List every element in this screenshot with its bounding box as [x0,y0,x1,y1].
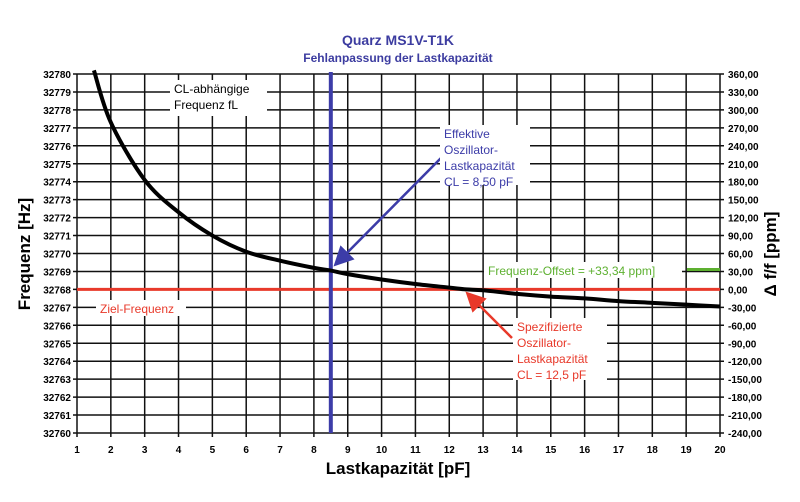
y-tick-label: 32775 [43,160,71,171]
y-tick-label: 32780 [43,70,71,81]
x-tick-label: 14 [511,445,523,456]
y-tick-label: 32773 [43,196,71,207]
x-tick-label: 12 [444,445,456,456]
x-tick-label: 17 [613,445,625,456]
x-tick-label: 3 [142,445,148,456]
x-tick-label: 20 [714,445,726,456]
y-tick-label: 32762 [43,393,71,404]
y2-tick-label: -180,00 [728,393,762,404]
y2-tick-label: -90,00 [728,339,757,350]
effective-cl-label-text: Effektive [444,127,490,141]
x-tick-label: 2 [108,445,114,456]
y2-tick-label: -30,00 [728,303,757,314]
specified-cl-label-text: CL = 12,5 pF [517,368,586,382]
x-tick-label: 1 [74,445,80,456]
annotations: CL-abhängige Frequenz fL Effektive Oszillat… [96,80,682,382]
x-tick-label: 15 [545,445,557,456]
y-tick-label: 32767 [43,303,71,314]
y-tick-label: 32763 [43,375,71,386]
curve-label-text: CL-abhängige [174,82,250,96]
x-tick-label: 18 [647,445,659,456]
y2-tick-label: -120,00 [728,357,762,368]
x-tick-label: 6 [243,445,249,456]
y-tick-label: 32772 [43,214,71,225]
y-tick-label: 32765 [43,339,71,350]
y-tick-label: 32766 [43,321,71,332]
reference-lines [77,72,720,433]
y-tick-label: 32769 [43,267,71,278]
specified-cl-label-text: Oszillator- [517,336,571,350]
y2-tick-label: 210,00 [728,160,759,171]
y2-tick-label: -150,00 [728,375,762,386]
frequency-offset-label-bg [484,262,682,278]
x-tick-label: 4 [176,445,182,456]
y-tick-label: 32777 [43,124,71,135]
x-tick-label: 16 [579,445,591,456]
curve-label-bg [170,80,267,116]
y-tick-label: 32764 [43,357,71,368]
target-frequency-label-text: Ziel-Frequenz [100,302,174,316]
y2-tick-label: 300,00 [728,106,759,117]
y-tick-label: 32770 [43,250,71,261]
x-tick-label: 7 [277,445,283,456]
y2-tick-label: 330,00 [728,88,759,99]
y-tick-label: 32760 [43,429,71,440]
frequency-offset-label-text: Frequenz-Offset = +33,34 ppm] [488,264,655,278]
chart-subtitle: Fehlanpassung der Lastkapazität [303,51,492,65]
y-tick-label: 32778 [43,106,71,117]
x-tick-label: 5 [210,445,216,456]
y-axis-title: Frequenz [Hz] [15,198,34,310]
effective-cl-arrow [333,157,442,267]
chart-title: Quarz MS1V-T1K [342,32,454,48]
effective-cl-label-text: Oszillator- [444,143,498,157]
effective-cl-label-text: Lastkapazität [444,159,515,173]
curve-label-text: Frequenz fL [174,98,238,112]
y2-tick-label: -240,00 [728,429,762,440]
specified-cl-arrow [465,291,513,339]
curve-layer [92,69,721,309]
y-tick-label: 32774 [43,178,71,189]
x-tick-label: 9 [345,445,351,456]
y-tick-label: 32768 [43,285,71,296]
target-frequency-label-bg [96,300,186,316]
x-tick-label: 8 [311,445,317,456]
effective-cl-label-bg [440,125,530,185]
frequency-curve [92,69,721,309]
specified-cl-label-bg [513,318,607,380]
specified-cl-label-text: Lastkapazität [517,352,588,366]
y2-tick-label: 270,00 [728,124,759,135]
y2-tick-label: -210,00 [728,411,762,422]
y-tick-label: 32771 [43,232,71,243]
x-tick-label: 10 [376,445,388,456]
y2-tick-label: -60,00 [728,321,757,332]
y2-tick-label: 30,00 [728,267,753,278]
specified-cl-label-text: Spezifizierte [517,320,583,334]
y-tick-label: 32779 [43,88,71,99]
y2-tick-label: 150,00 [728,196,759,207]
x-axis-title: Lastkapazität [pF] [326,459,471,478]
y2-tick-label: 120,00 [728,214,759,225]
y-tick-label: 32761 [43,411,71,422]
y2-tick-label: 180,00 [728,178,759,189]
grid [73,73,724,437]
y2-tick-label: 90,00 [728,232,753,243]
y2-tick-label: 240,00 [728,142,759,153]
y2-tick-label: 0,00 [728,285,748,296]
effective-cl-label-text: CL = 8,50 pF [444,175,513,189]
y2-tick-label: 360,00 [728,70,759,81]
x-tick-label: 19 [681,445,693,456]
y2-tick-label: 60,00 [728,250,753,261]
x-tick-label: 11 [410,445,421,456]
y-tick-label: 32776 [43,142,71,153]
x-tick-label: 13 [478,445,490,456]
y2-axis-title: Δ f/f [ppm] [761,212,780,297]
